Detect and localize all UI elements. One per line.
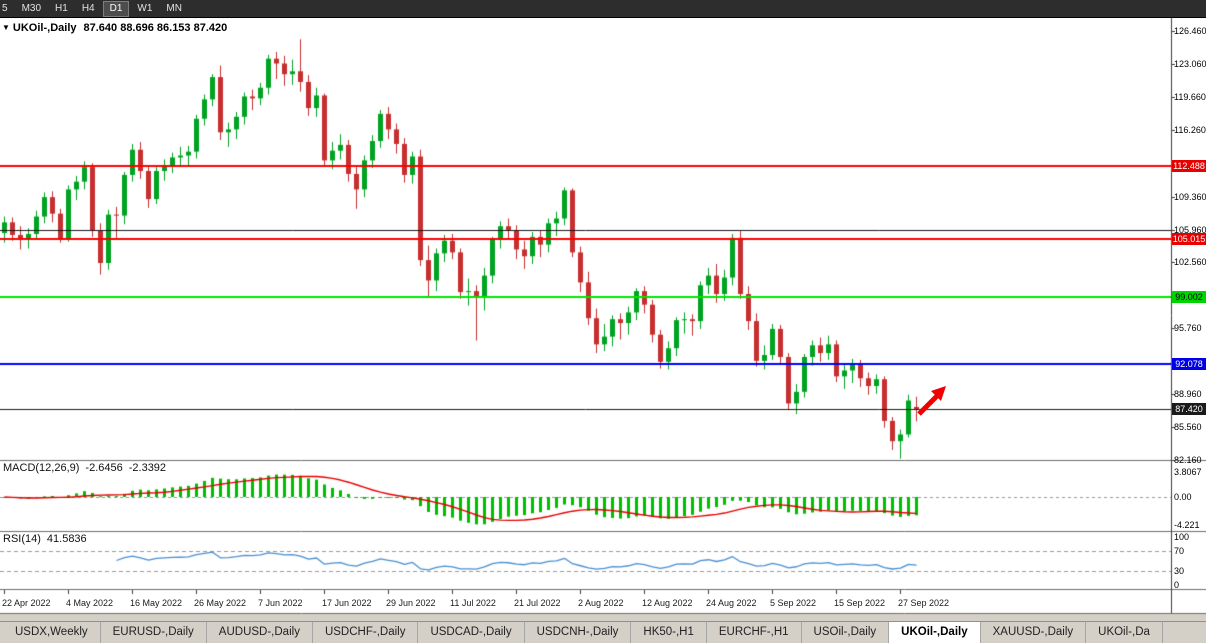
macd-axis-tick: 0.00: [1174, 492, 1192, 502]
chart-tab-usoil-daily[interactable]: USOil-,Daily: [802, 622, 890, 643]
macd-main-value: -2.6456: [85, 462, 123, 474]
date-axis-label: 24 Aug 2022: [706, 598, 757, 608]
chart-tab-usdchf-daily[interactable]: USDCHF-,Daily: [313, 622, 419, 643]
date-axis-label: 15 Sep 2022: [834, 598, 886, 608]
date-axis-label: 2 Aug 2022: [578, 598, 624, 608]
timeframe-button-mn[interactable]: MN: [166, 2, 182, 14]
price-line-badge-99-002: 99.002: [1172, 290, 1206, 303]
chart-tab-usdcnh-daily[interactable]: USDCNH-,Daily: [525, 622, 632, 643]
chart-ohlc-values: 87.640 88.696 86.153 87.420: [83, 22, 228, 34]
price-axis-tick: 116.260: [1174, 124, 1206, 135]
price-axis-tick: 102.560: [1174, 257, 1206, 268]
price-axis-tick: 88.960: [1174, 389, 1202, 400]
price-axis-tick: 109.360: [1174, 191, 1206, 202]
timeframe-toolbar: 5 M30 H1 H4 D1 W1 MN: [0, 0, 1206, 18]
date-axis-label: 11 Jul 2022: [450, 598, 496, 608]
date-axis-label: 5 Sep 2022: [770, 598, 817, 608]
price-axis-tick: 95.760: [1174, 323, 1202, 334]
chart-tabbar: USDX,Weekly EURUSD-,Daily AUDUSD-,Daily USD…: [0, 621, 1206, 643]
price-line-badge-87-420: 87.420: [1172, 403, 1206, 416]
arrow-shaft: [917, 394, 939, 416]
date-axis-label: 21 Jul 2022: [514, 598, 561, 608]
timeframe-button-m30[interactable]: M30: [21, 2, 42, 14]
chart-title: ▼ UKOil-,Daily 87.640 88.696 86.153 87.420: [2, 22, 227, 34]
date-axis-label: 29 Jun 2022: [386, 598, 436, 608]
date-axis-label: 17 Jun 2022: [322, 598, 372, 608]
chart-tab-xauusd-daily[interactable]: XAUUSD-,Daily: [981, 622, 1087, 643]
rsi-value: 41.5836: [46, 533, 87, 545]
chart-tab-eurusd-daily[interactable]: EURUSD-,Daily: [101, 622, 207, 643]
rsi-indicator-label: RSI(14) 41.5836: [3, 533, 87, 545]
rsi-axis-tick: 0: [1174, 580, 1180, 590]
macd-axis-tick: 3.8067: [1174, 466, 1202, 477]
chart-symbol-period: UKOil-,Daily: [12, 22, 77, 34]
price-axis-tick: 126.460: [1174, 26, 1206, 36]
timeframe-button-h4[interactable]: H4: [81, 2, 95, 14]
chart-tab-ukoil-daily[interactable]: UKOil-,Daily: [889, 622, 981, 643]
rsi-axis-tick: 30: [1174, 565, 1185, 576]
rsi-name: RSI(14): [3, 533, 41, 545]
chart-tab-hk50-h1[interactable]: HK50-,H1: [631, 622, 707, 643]
price-line-badge-105-015: 105.015: [1172, 232, 1206, 245]
rsi-axis-tick: 70: [1174, 546, 1185, 557]
chart-tab-eurchf-h1[interactable]: EURCHF-,H1: [707, 622, 802, 643]
up-trend-arrow-annotation[interactable]: [915, 383, 951, 419]
date-axis-label: 12 Aug 2022: [642, 598, 693, 608]
chart-shift-icon: ▼: [2, 23, 10, 32]
macd-name: MACD(12,26,9): [3, 462, 80, 474]
price-axis-tick: 105.960: [1174, 224, 1206, 235]
timeframe-button-h1[interactable]: H1: [55, 2, 68, 14]
rsi-axis-tick: 100: [1174, 532, 1190, 542]
price-axis-tick: 82.160: [1174, 455, 1202, 465]
date-axis-label: 16 May 2022: [130, 598, 183, 608]
chart-tab-audusd-daily[interactable]: AUDUSD-,Daily: [207, 622, 313, 643]
date-axis-label: 26 May 2022: [194, 598, 247, 608]
price-axis[interactable]: [1172, 18, 1206, 590]
macd-axis-tick: -4.221: [1174, 519, 1200, 530]
date-axis-label: 4 May 2022: [66, 598, 114, 608]
timeframe-button-d1[interactable]: D1: [102, 0, 130, 17]
price-axis-tick: 119.660: [1174, 91, 1206, 102]
date-axis-label: 7 Jun 2022: [258, 598, 303, 608]
macd-signal-value: -2.3392: [128, 462, 167, 474]
price-axis-tick: 85.560: [1174, 422, 1202, 433]
price-line-badge-92-078: 92.078: [1172, 357, 1206, 370]
chart-tab-usdx-weekly[interactable]: USDX,Weekly: [3, 622, 101, 643]
date-axis-label: 22 Apr 2022: [2, 598, 51, 608]
chart-tab-usdcad-daily[interactable]: USDCAD-,Daily: [418, 622, 525, 643]
price-axis-tick: 123.060: [1174, 58, 1206, 69]
chart-tab-ukoil-da[interactable]: UKOil-,Da: [1086, 622, 1163, 643]
price-line-badge-112-488: 112.488: [1172, 160, 1206, 173]
timeframe-button-w1[interactable]: W1: [137, 2, 153, 14]
timeframe-button-5[interactable]: 5: [2, 2, 8, 14]
date-axis-label: 27 Sep 2022: [898, 598, 950, 608]
arrow-head: [931, 386, 946, 401]
macd-indicator-label: MACD(12,26,9) -2.6456 -2.3392: [3, 462, 166, 474]
